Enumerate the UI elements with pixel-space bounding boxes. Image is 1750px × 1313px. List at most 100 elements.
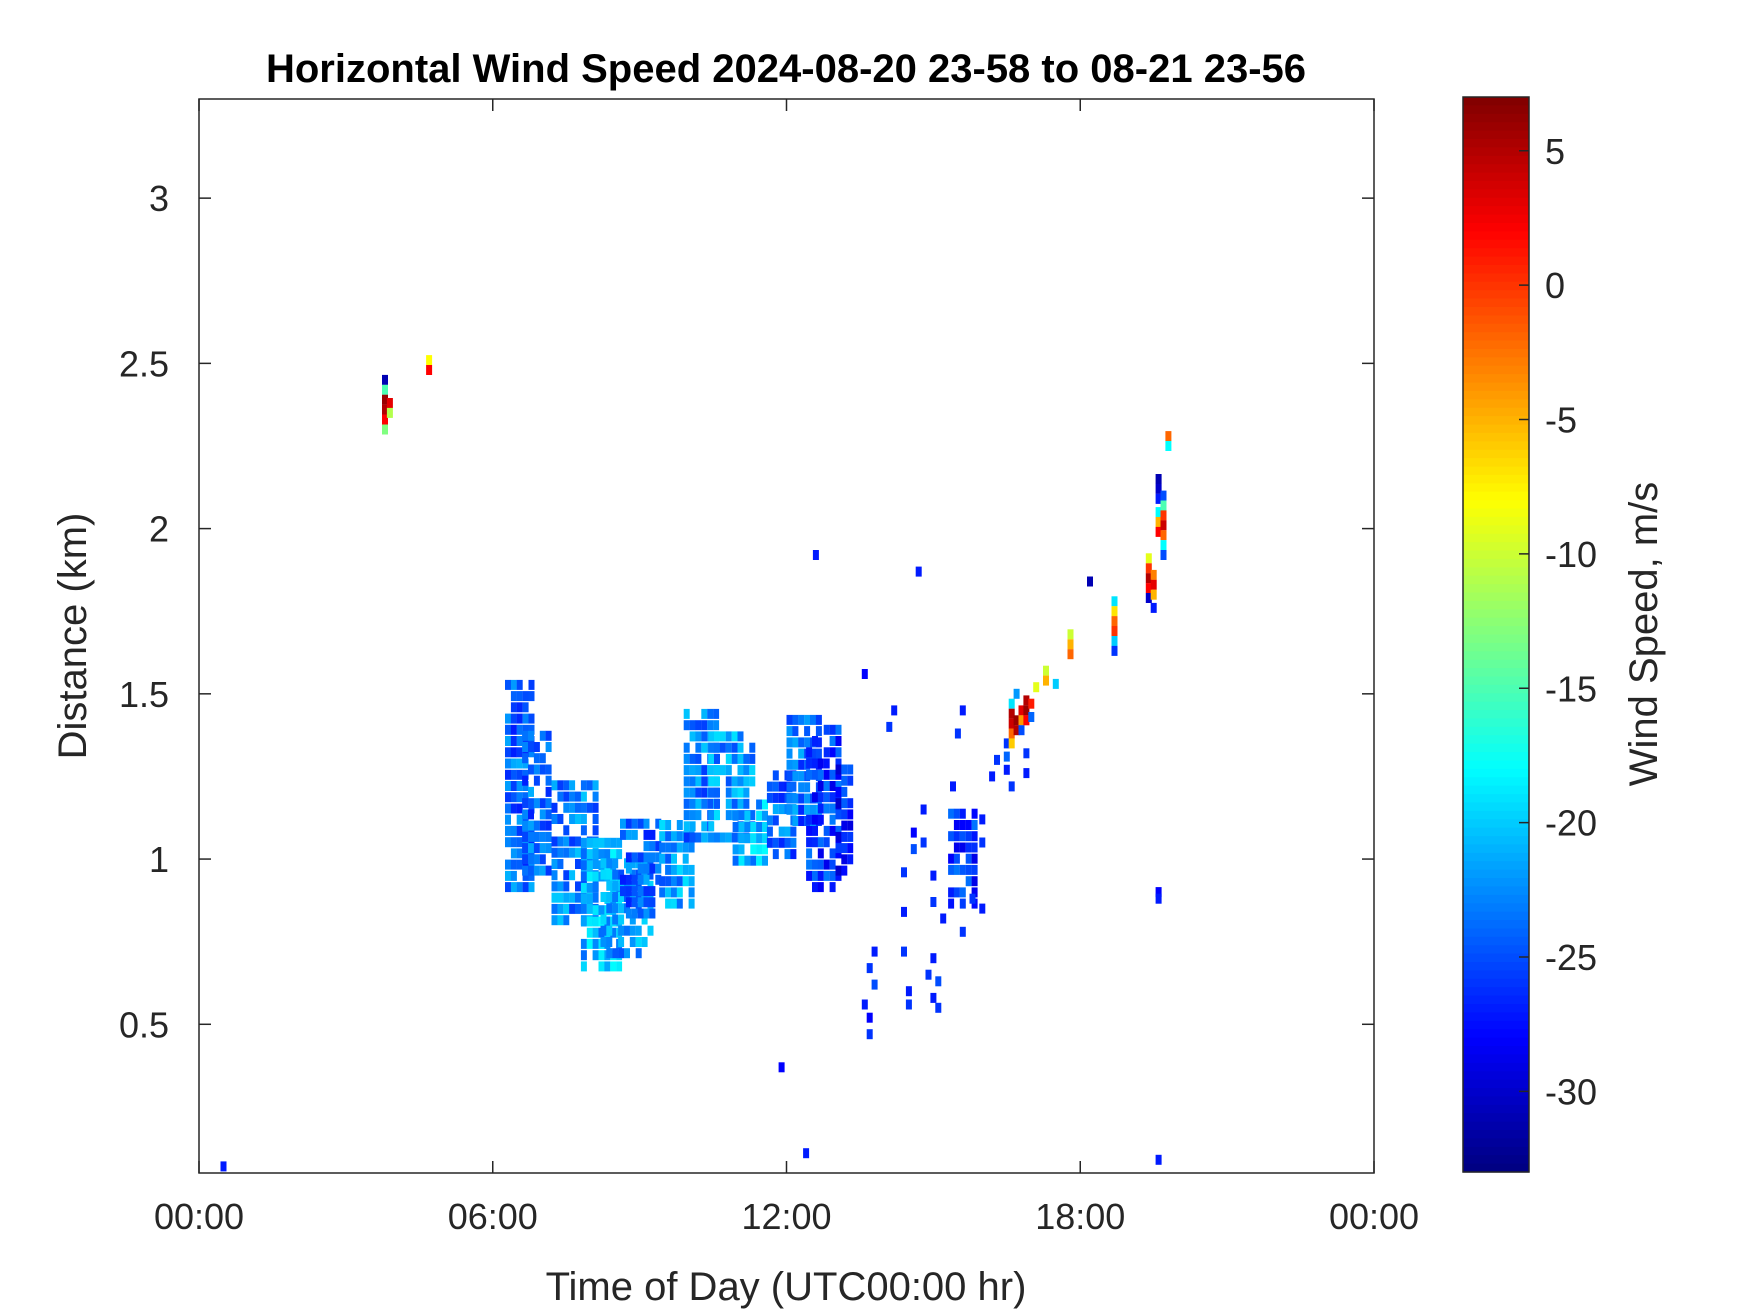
heatmap-cell — [1155, 517, 1162, 527]
heatmap-cell — [1023, 715, 1030, 726]
heatmap-cell — [737, 742, 744, 753]
heatmap-cell — [682, 842, 689, 853]
heatmap-cell — [382, 384, 388, 395]
heatmap-cell — [708, 742, 715, 753]
colorbar-band — [1463, 693, 1529, 703]
colorbar-band — [1463, 970, 1529, 980]
heatmap-cell — [510, 825, 517, 836]
heatmap-cell — [1155, 887, 1162, 898]
heatmap-cell — [756, 822, 763, 832]
colorbar-band — [1463, 827, 1529, 837]
heatmap-cell — [738, 855, 745, 866]
heatmap-cell — [616, 837, 623, 848]
heatmap-cell — [643, 897, 650, 908]
heatmap-cell — [812, 825, 818, 836]
heatmap-cell — [731, 776, 738, 787]
colorbar-band — [1463, 802, 1529, 812]
heatmap-cell — [522, 820, 529, 831]
heatmap-cell — [714, 765, 720, 776]
heatmap-cell — [732, 822, 739, 832]
heatmap-cell — [610, 837, 617, 848]
heatmap-cell — [528, 837, 535, 848]
heatmap-cell — [1008, 728, 1015, 739]
heatmap-cell — [505, 736, 511, 746]
heatmap-cell — [580, 894, 587, 904]
heatmap-cell — [829, 792, 836, 803]
heatmap-cell — [695, 753, 702, 764]
heatmap-cell — [719, 765, 726, 776]
heatmap-cell — [522, 781, 529, 791]
colorbar-band — [1463, 903, 1529, 913]
heatmap-cell — [551, 903, 558, 914]
heatmap-cell — [665, 898, 672, 909]
colorbar-band — [1463, 928, 1529, 938]
heatmap-cell — [637, 863, 644, 874]
heatmap-cell — [806, 837, 813, 848]
colorbar-band — [1463, 491, 1529, 501]
colorbar-band — [1463, 1071, 1529, 1081]
heatmap-cell — [1043, 665, 1049, 676]
colorbar-band — [1463, 861, 1529, 871]
heatmap-cell — [701, 742, 708, 753]
heatmap-cell — [792, 759, 799, 770]
colorbar-band — [1463, 306, 1529, 316]
heatmap-cell — [575, 814, 581, 824]
heatmap-cell — [707, 708, 714, 719]
heatmap-cell — [563, 847, 570, 858]
heatmap-cell — [1028, 712, 1035, 722]
heatmap-cell — [505, 713, 511, 724]
heatmap-cell — [1155, 474, 1162, 484]
heatmap-cell — [695, 832, 702, 843]
colorbar-label: Wind Speed, m/s — [1622, 482, 1666, 787]
colorbar-tick-label: -20 — [1545, 803, 1597, 844]
heatmap-cell — [528, 820, 534, 831]
heatmap-cell — [841, 820, 848, 831]
colorbar-band — [1463, 542, 1529, 552]
heatmap-cell — [979, 903, 986, 914]
heatmap-cell — [649, 829, 656, 840]
heatmap-cell — [948, 831, 955, 842]
heatmap-cell — [817, 848, 824, 859]
heatmap-cell — [1145, 573, 1152, 584]
heatmap-cell — [835, 825, 842, 836]
heatmap-cell — [598, 961, 605, 972]
heatmap-cell — [641, 914, 648, 925]
heatmap-cell — [563, 881, 570, 892]
heatmap-cell — [528, 742, 534, 752]
heatmap-cell — [631, 886, 638, 897]
heatmap-cell — [647, 869, 654, 880]
heatmap-cell — [606, 903, 613, 914]
colorbar-band — [1463, 239, 1529, 249]
heatmap-cell — [701, 731, 708, 742]
heatmap-cell — [533, 775, 540, 786]
heatmap-cell — [643, 886, 650, 897]
heatmap-cell — [688, 876, 695, 887]
heatmap-cell — [719, 742, 726, 753]
heatmap-cell — [1067, 649, 1074, 660]
y-tick-label: 3 — [149, 178, 169, 219]
y-axis-label: Distance (km) — [51, 513, 95, 760]
heatmap-cell — [586, 903, 593, 914]
heatmap-cell — [528, 825, 535, 836]
heatmap-cell — [766, 815, 773, 826]
heatmap-cell — [701, 821, 708, 832]
heatmap-cell — [528, 859, 535, 870]
colorbar-band — [1463, 609, 1529, 619]
heatmap-cell — [750, 833, 757, 844]
colorbar-band — [1463, 374, 1529, 384]
colorbar-frame — [1462, 96, 1530, 1173]
heatmap-cell — [725, 742, 732, 753]
heatmap-cell — [551, 847, 558, 858]
heatmap-cell — [606, 858, 613, 869]
heatmap-cell — [804, 804, 811, 815]
colorbar-band — [1463, 231, 1529, 241]
heatmap-cell — [772, 837, 779, 848]
heatmap-cell — [798, 771, 805, 782]
heatmap-cell — [683, 832, 690, 843]
heatmap-cell — [812, 882, 818, 893]
heatmap-cell — [959, 926, 966, 937]
heatmap-cell — [528, 865, 534, 876]
heatmap-cell — [743, 753, 750, 764]
heatmap-cell — [731, 787, 738, 798]
heatmap-cell — [689, 810, 696, 821]
